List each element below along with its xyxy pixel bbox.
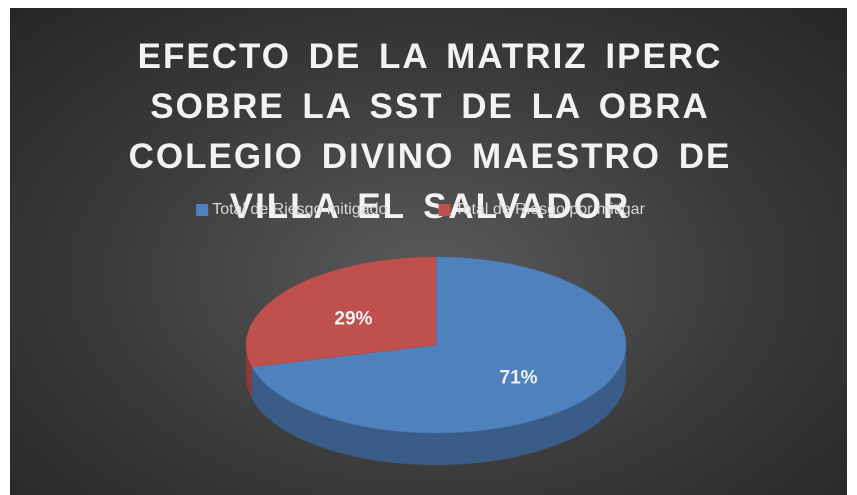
legend-label: Total de Riesgo por mitigar: [455, 201, 646, 218]
slice-top: [251, 256, 627, 434]
pie-slice: [251, 256, 627, 465]
legend-swatch: [196, 204, 209, 216]
data-label: 71%: [500, 368, 538, 389]
legend-label: Total de Riesgo mitigado: [212, 201, 387, 218]
slice-side: [251, 345, 626, 465]
slice-side: [246, 345, 252, 399]
legend-swatch: [438, 204, 451, 216]
slice-top: [245, 256, 437, 368]
pie-slice: [245, 256, 437, 399]
chart-title: EFECTO DE LA MATRIZ IPERC SOBRE LA SST D…: [128, 37, 732, 226]
data-label: 29%: [334, 308, 372, 329]
